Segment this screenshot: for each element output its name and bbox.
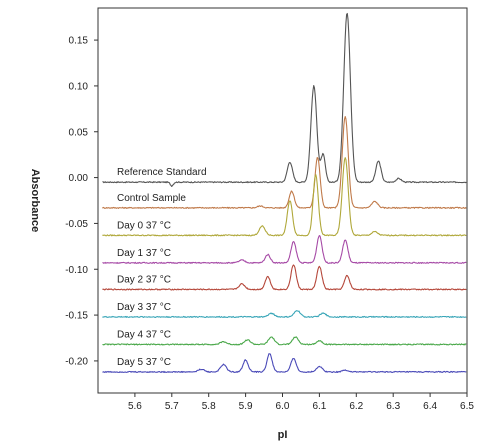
trace-label: Control Sample: [117, 193, 186, 204]
x-tick-label: 5.9: [239, 401, 253, 412]
trace-line: [102, 235, 467, 264]
trace-line: [102, 336, 467, 346]
traces: [102, 12, 467, 374]
y-tick-label: -0.10: [65, 265, 88, 276]
x-tick-label: 5.7: [165, 401, 179, 412]
x-tick-label: 5.6: [128, 401, 142, 412]
y-axis-title: Absorbance: [29, 169, 41, 233]
x-axis: 5.6 5.7 5.8 5.9 6.0 6.1 6.2 6.3 6.4 6.5: [128, 393, 474, 412]
x-tick-label: 6.3: [386, 401, 400, 412]
trace-label: Day 4 37 °C: [117, 329, 171, 340]
trace-label: Day 2 37 °C: [117, 274, 171, 285]
x-axis-title: pI: [278, 429, 288, 441]
trace-line: [102, 12, 467, 187]
y-tick-label: 0.10: [69, 81, 89, 92]
y-tick-label: 0.00: [69, 173, 89, 184]
x-tick-label: 5.8: [202, 401, 216, 412]
trace-label: Day 0 37 °C: [117, 220, 171, 231]
trace-label: Day 3 37 °C: [117, 302, 171, 313]
trace-label: Day 5 37 °C: [117, 357, 171, 368]
y-axis: 0.15 0.10 0.05 0.00 -0.05 -0.10 -0.15 -0.20: [65, 36, 98, 367]
x-tick-label: 6.1: [312, 401, 326, 412]
y-tick-label: -0.05: [65, 219, 88, 230]
trace-label: Reference Standard: [117, 167, 207, 178]
y-tick-label: 0.05: [69, 127, 89, 138]
y-tick-label: -0.15: [65, 311, 88, 322]
trace-line: [102, 115, 467, 209]
y-tick-label: -0.20: [65, 356, 88, 367]
trace-labels: Reference Standard Control Sample Day 0 37…: [117, 167, 207, 368]
trace-line: [102, 157, 467, 237]
y-tick-label: 0.15: [69, 36, 89, 47]
trace-line: [102, 353, 467, 374]
x-tick-label: 6.4: [423, 401, 437, 412]
trace-line: [102, 310, 467, 319]
trace-line: [102, 264, 467, 291]
trace-label: Day 1 37 °C: [117, 248, 171, 259]
x-tick-label: 6.5: [460, 401, 474, 412]
x-tick-label: 6.2: [349, 401, 363, 412]
x-tick-label: 6.0: [276, 401, 290, 412]
